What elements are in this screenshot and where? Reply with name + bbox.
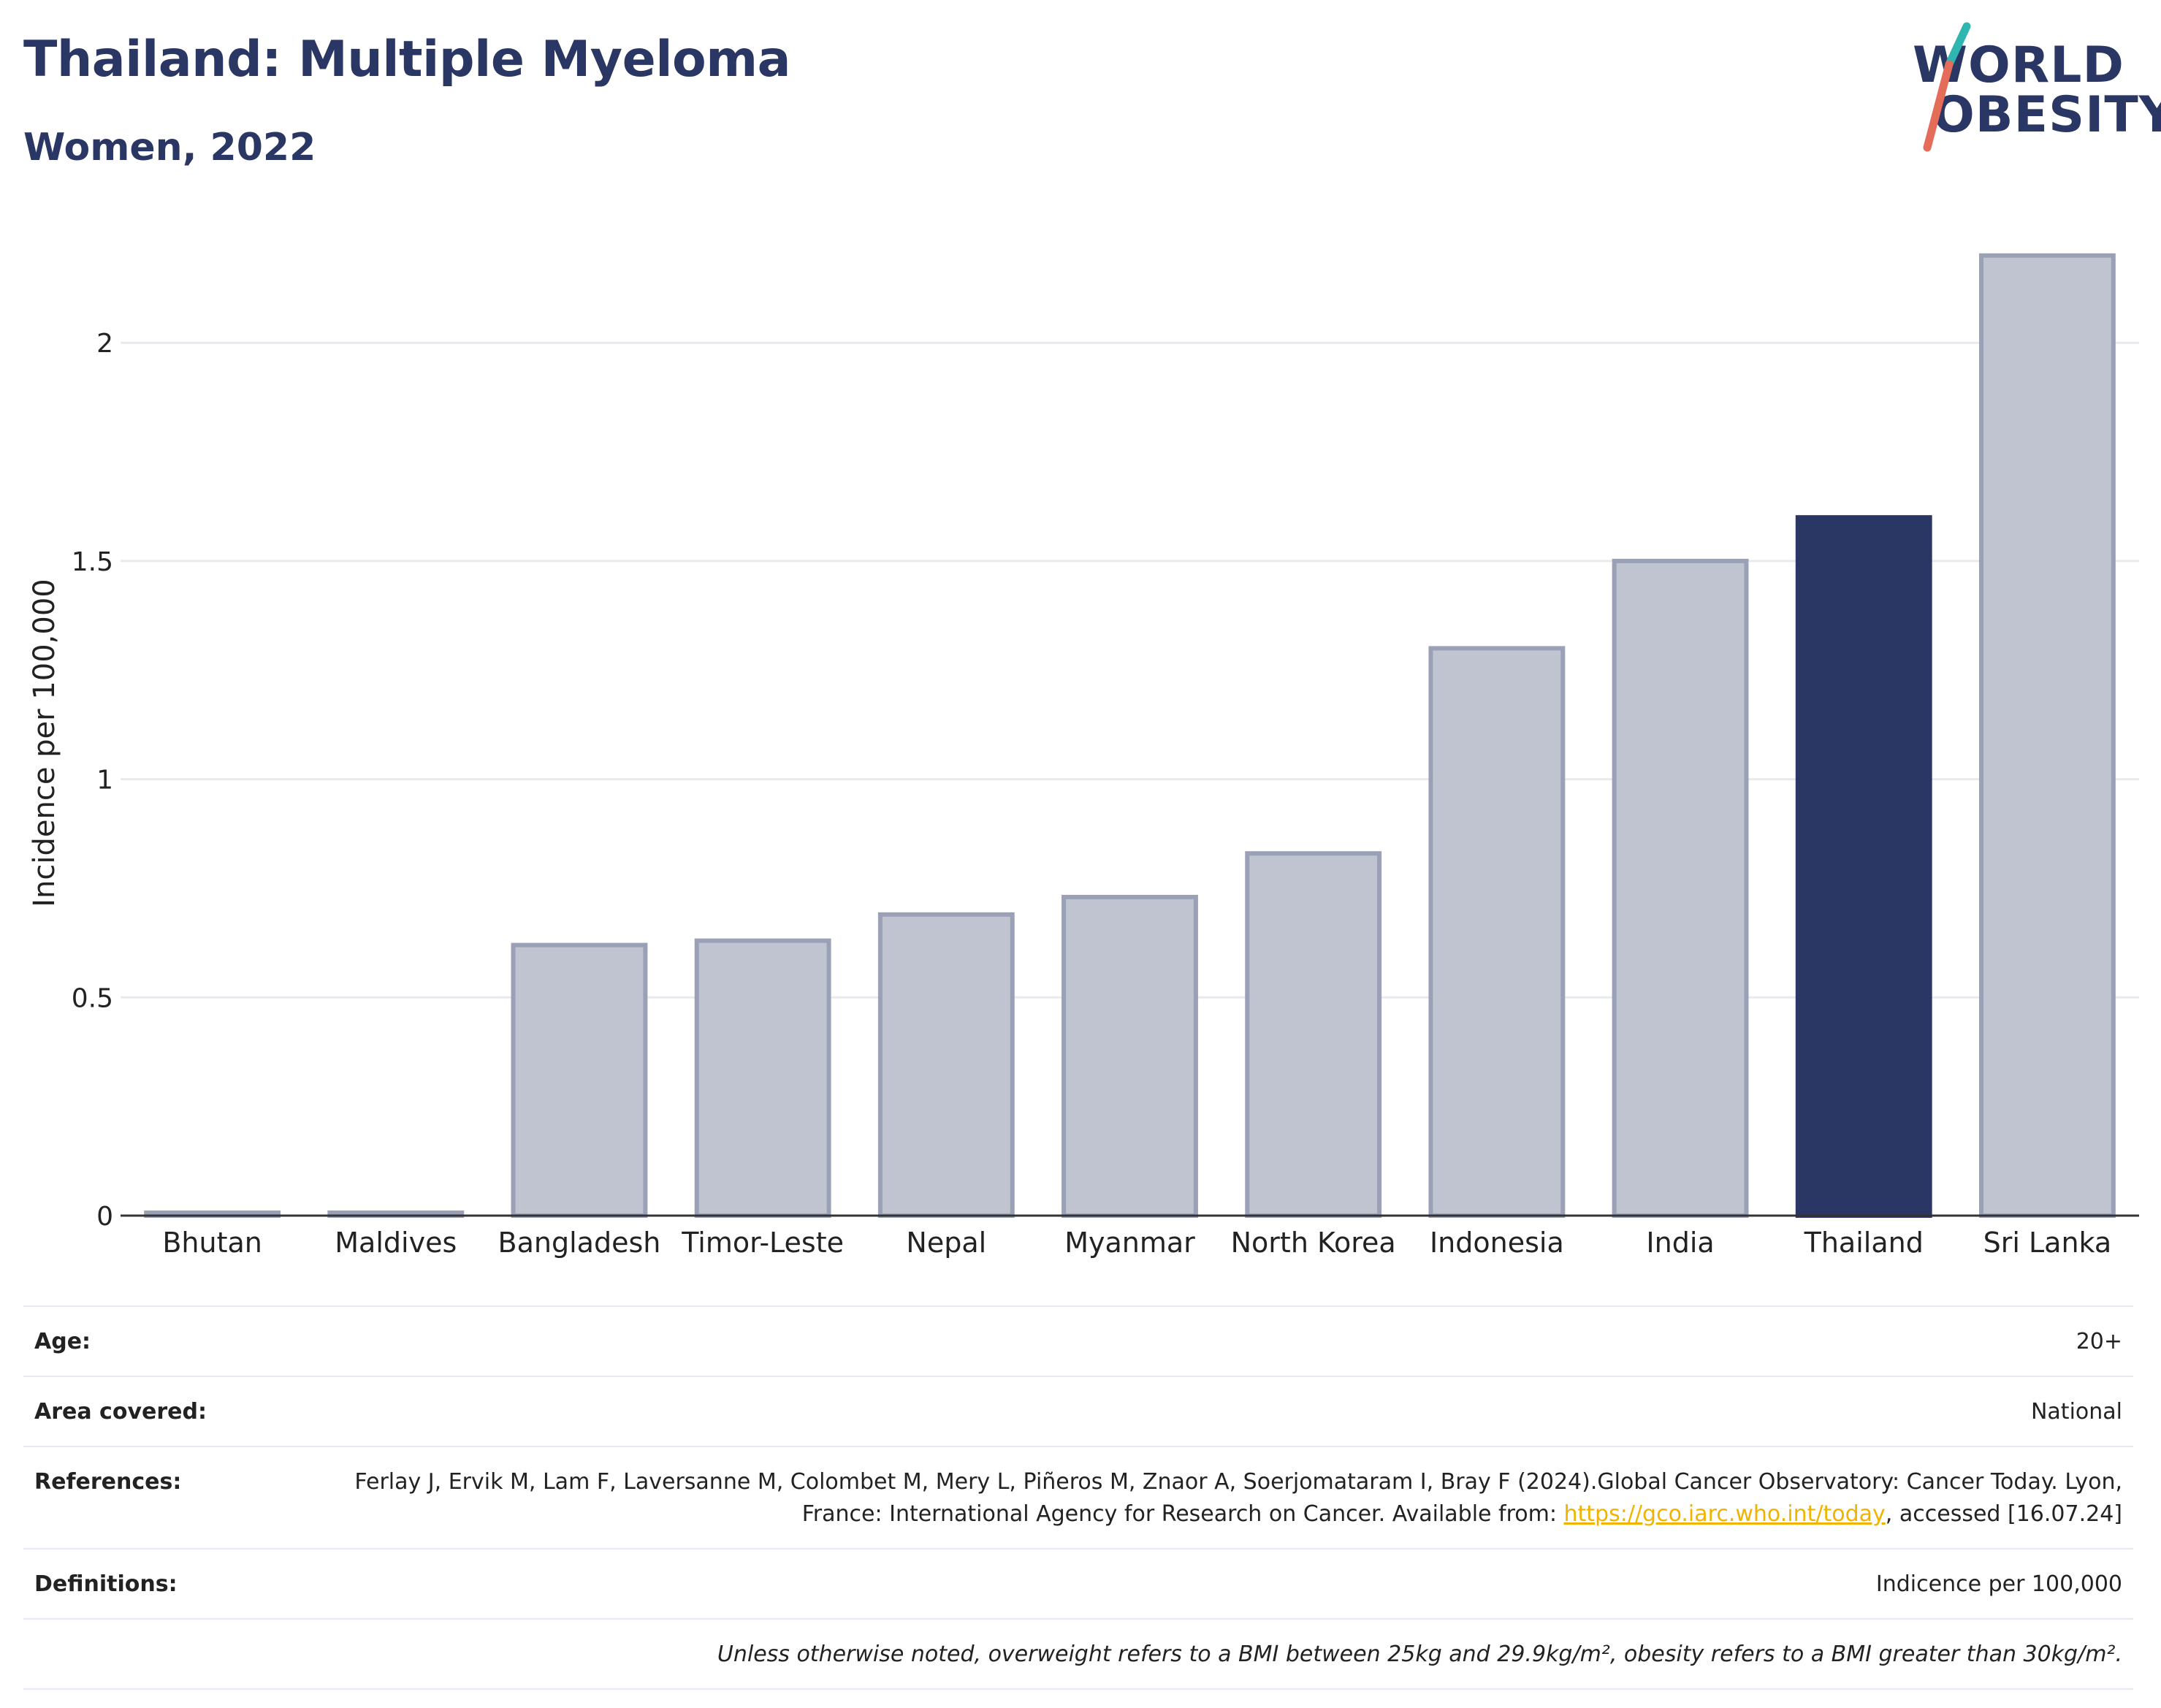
area-row: Area covered: National [23,1376,2133,1446]
y-tick-label: 0.5 [72,983,113,1013]
bar-sri-lanka [1978,253,2116,1218]
x-tick-label: Maldives [335,1227,457,1259]
y-tick-label: 1 [96,766,113,796]
bar-thailand [1795,515,1932,1219]
definitions-row: Definitions: Indicence per 100,000 [23,1548,2133,1618]
references-value: Ferlay J, Ervik M, Lam F, Laversanne M, … [341,1466,2122,1530]
x-tick-label: Thailand [1804,1227,1924,1259]
x-tick-label: Sri Lanka [1983,1227,2112,1259]
bar-myanmar [1062,894,1198,1218]
bar-indonesia [1428,646,1566,1218]
bar-nepal [877,912,1015,1218]
area-label: Area covered: [34,1399,207,1425]
age-row: Age: 20+ [23,1305,2133,1376]
bmi-note: Unless otherwise noted, overweight refer… [717,1642,2122,1667]
x-tick-label: Indonesia [1430,1227,1564,1259]
references-accessed: , accessed [16.07.24] [1885,1501,2122,1527]
x-tick-label: Timor-Leste [681,1227,844,1259]
bar-india [1612,558,1749,1219]
y-tick-label: 2 [96,329,113,359]
age-label: Age: [34,1329,91,1354]
definitions-value: Indicence per 100,000 [1875,1571,2122,1597]
x-tick-label: Nepal [906,1227,986,1259]
references-label: References: [34,1469,182,1495]
references-text: Ferlay J, Ervik M, Lam F, Laversanne M, … [354,1469,2122,1527]
y-tick-label: 1.5 [72,547,113,577]
logo-line-2: OBESITY [1932,86,2161,144]
world-obesity-logo: WORLD OBESITY [1899,22,2161,153]
bar-north-korea [1245,851,1382,1218]
info-table: Age: 20+ Area covered: National Referenc… [23,1305,2133,1690]
x-tick-labels: Bhutan Maldives Bangladesh Timor-Leste Nepal… [162,1227,2111,1259]
chart-subtitle: Women, 2022 [23,126,316,169]
bar-timor-leste [694,938,831,1218]
x-tick-label: Myanmar [1064,1227,1195,1259]
chart-title: Thailand: Multiple Myeloma [23,31,791,88]
note-row: Unless otherwise noted, overweight refer… [23,1618,2133,1690]
definitions-label: Definitions: [34,1571,178,1597]
bar-bangladesh [511,942,648,1219]
bar-chart: 0 0.5 1 1.5 2 Bhutan Maldives Bangladesh Timor-… [28,253,2139,1259]
y-tick-label: 0 [96,1202,113,1232]
y-axis-label: Incidence per 100,000 [28,579,61,907]
x-tick-label: North Korea [1231,1227,1396,1259]
x-tick-label: Bhutan [162,1227,262,1259]
references-link[interactable]: https://gco.iarc.who.int/today [1563,1501,1886,1527]
x-tick-label: Bangladesh [498,1227,661,1259]
references-row: References: Ferlay J, Ervik M, Lam F, La… [23,1446,2133,1548]
x-tick-label: India [1646,1227,1714,1259]
y-tick-labels: 0 0.5 1 1.5 2 [72,329,113,1232]
bars [144,253,2116,1219]
area-value: National [2030,1399,2122,1425]
logo-slash-icon [1923,22,1971,152]
age-value: 20+ [2076,1329,2122,1354]
